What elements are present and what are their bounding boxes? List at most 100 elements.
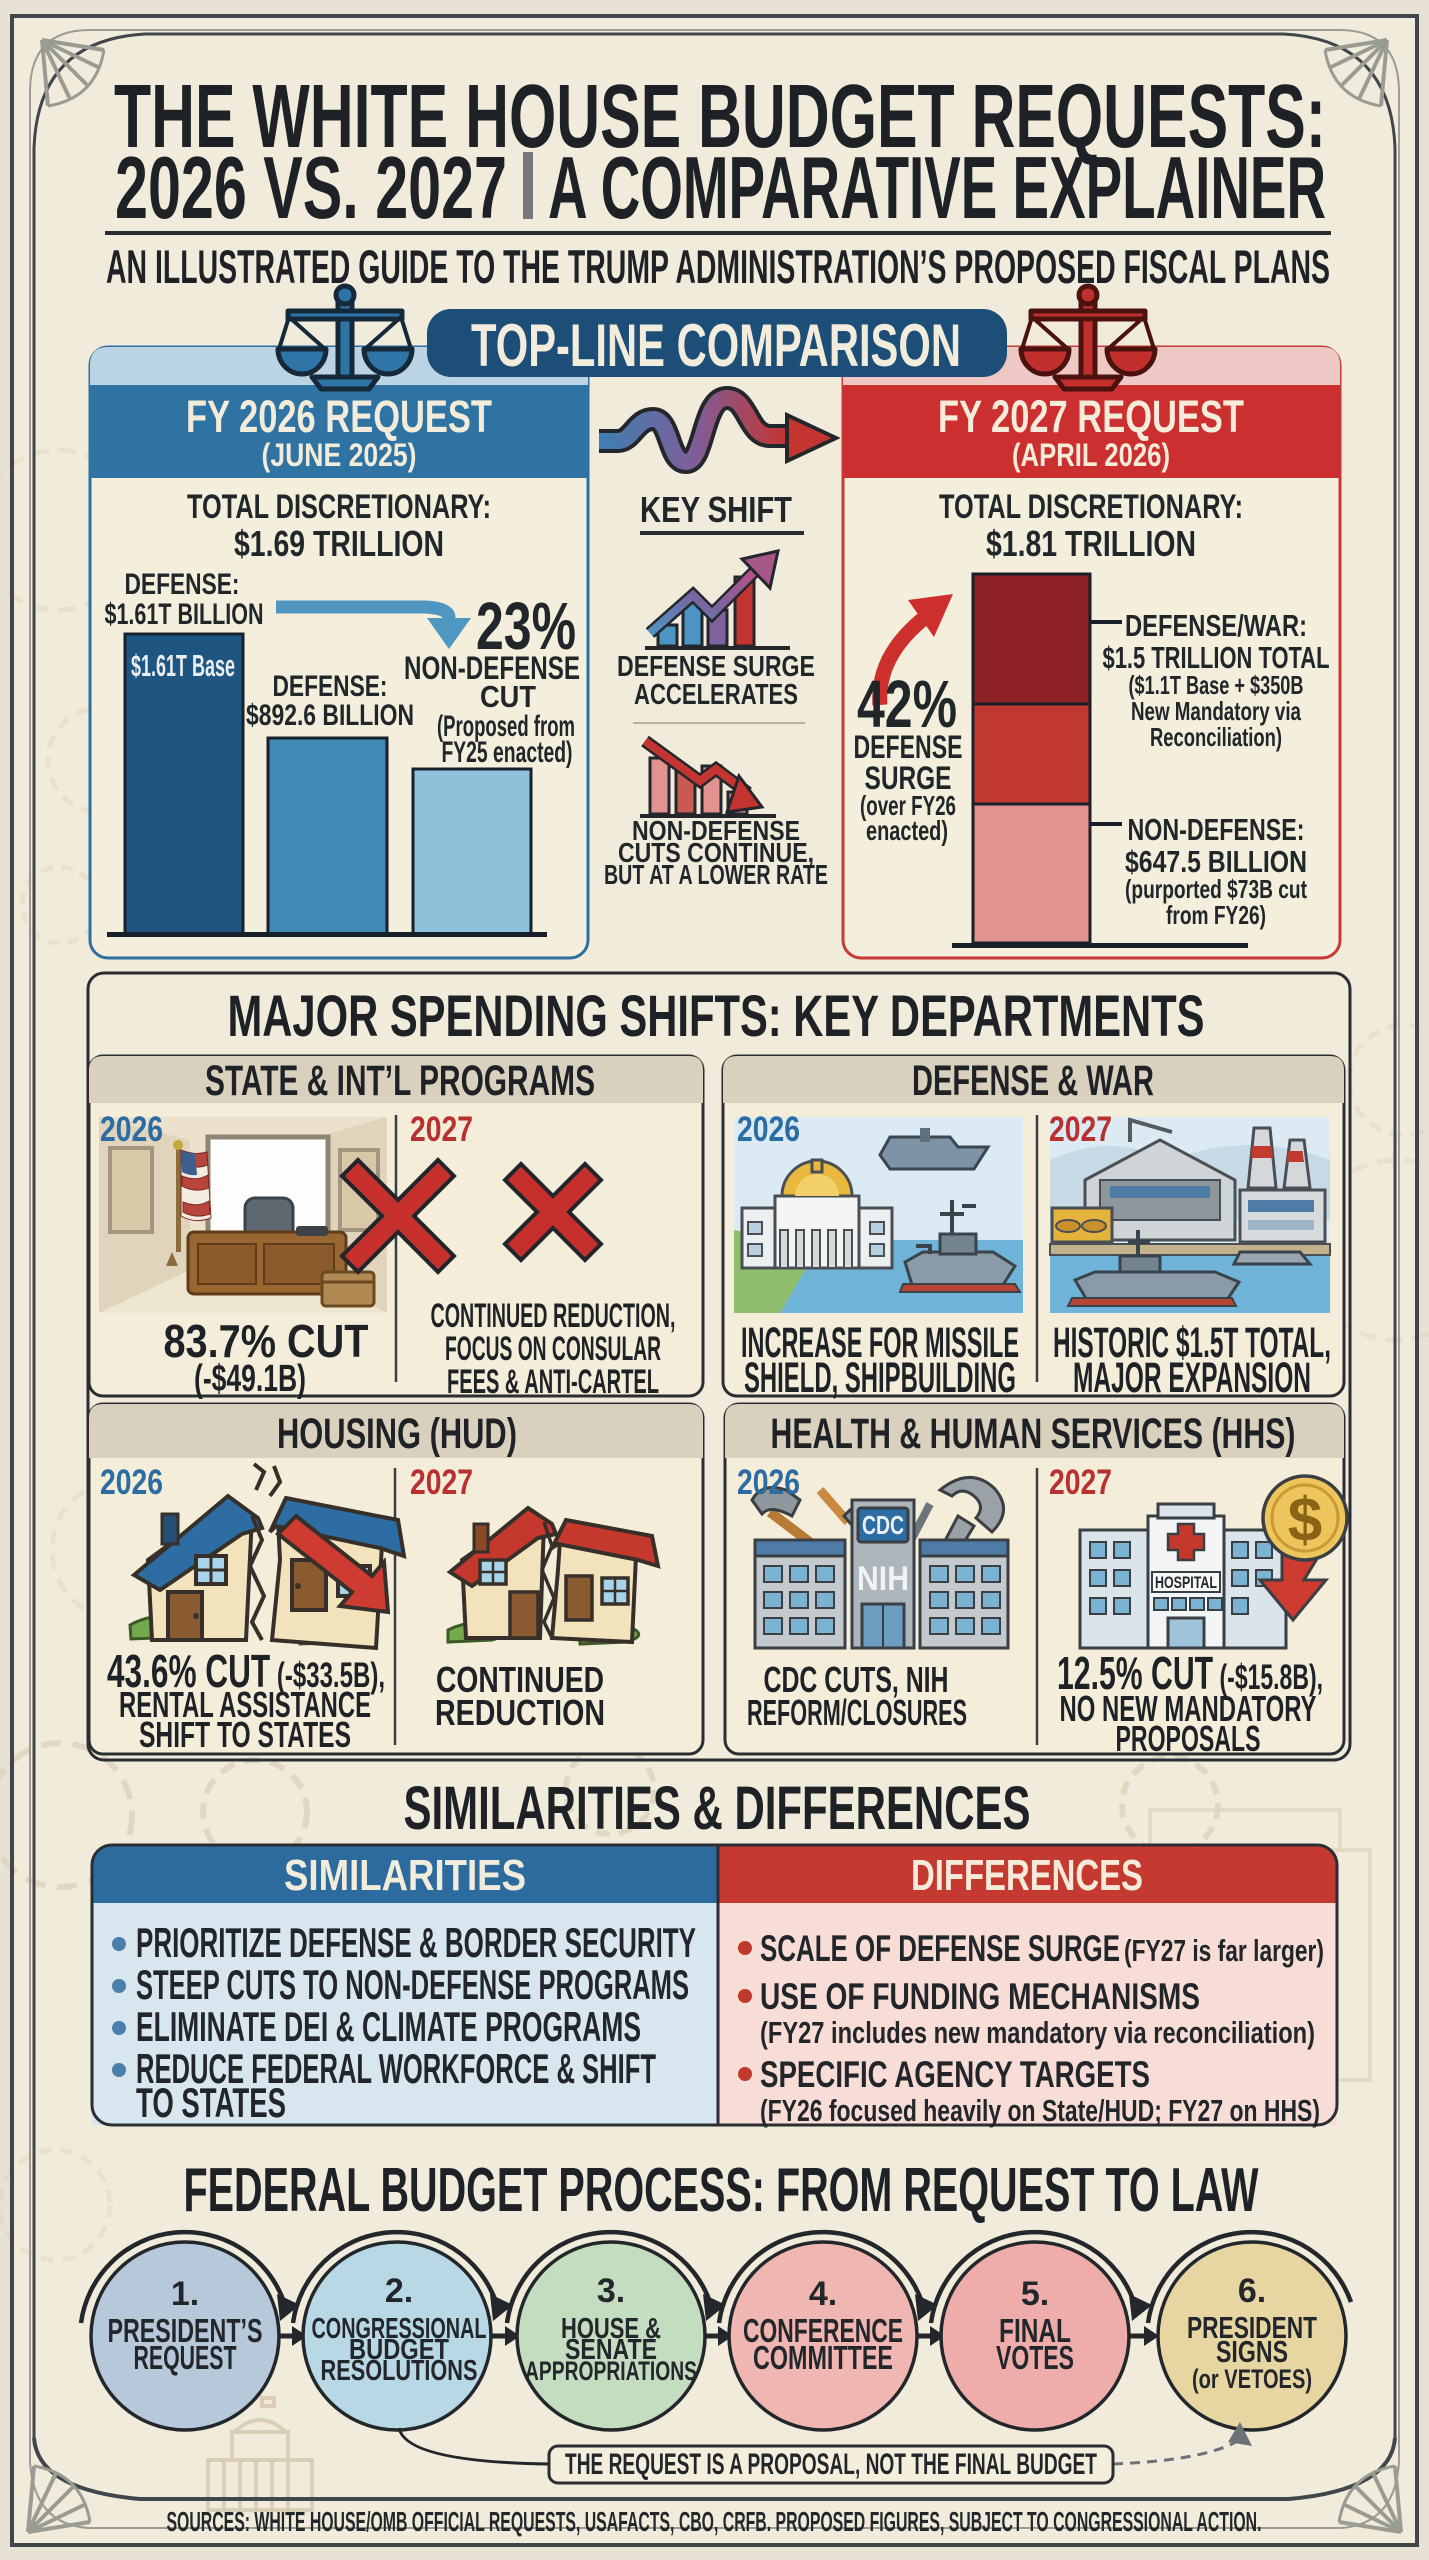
svg-text:REDUCE FEDERAL WORKFORCE & SHI: REDUCE FEDERAL WORKFORCE & SHIFT <box>136 2045 656 2092</box>
svg-text:THE WHITE HOUSE BUDGET REQUEST: THE WHITE HOUSE BUDGET REQUESTS: <box>114 67 1326 167</box>
svg-text:2027: 2027 <box>1049 1110 1112 1149</box>
svg-text:CDC CUTS, NIH: CDC CUTS, NIH <box>764 1659 949 1700</box>
svg-text:2026: 2026 <box>100 1110 163 1149</box>
svg-text:(FY27 is far larger): (FY27 is far larger) <box>1124 1933 1324 1968</box>
svg-text:23%: 23% <box>476 589 576 664</box>
svg-text:CONGRESSIONAL: CONGRESSIONAL <box>312 2313 487 2345</box>
svg-text:TOTAL DISCRETIONARY:: TOTAL DISCRETIONARY: <box>187 488 491 526</box>
svg-text:(purported $73B cut: (purported $73B cut <box>1125 874 1307 904</box>
svg-text:6.: 6. <box>1238 2272 1266 2310</box>
svg-text:$: $ <box>1288 1486 1322 1555</box>
svg-text:1.: 1. <box>171 2275 199 2313</box>
svg-text:APPROPRIATIONS: APPROPRIATIONS <box>525 2356 697 2386</box>
svg-text:$1.81 TRILLION: $1.81 TRILLION <box>986 523 1196 564</box>
svg-text:CONTINUED REDUCTION,: CONTINUED REDUCTION, <box>431 1297 676 1335</box>
svg-text:A COMPARATIVE EXPLAINER: A COMPARATIVE EXPLAINER <box>548 138 1326 237</box>
svg-text:FOCUS ON CONSULAR: FOCUS ON CONSULAR <box>445 1330 661 1368</box>
svg-text:SURGE: SURGE <box>865 760 952 796</box>
svg-text:PRIORITIZE DEFENSE & BORDER SE: PRIORITIZE DEFENSE & BORDER SECURITY <box>136 1919 696 1966</box>
svg-text:2026: 2026 <box>100 1463 163 1502</box>
svg-text:NIH: NIH <box>857 1560 909 1598</box>
svg-text:FY 2026 REQUEST: FY 2026 REQUEST <box>186 391 492 442</box>
svg-text:DEFENSE: DEFENSE <box>854 729 963 765</box>
svg-text:HEALTH & HUMAN SERVICES (HHS): HEALTH & HUMAN SERVICES (HHS) <box>771 1410 1296 1458</box>
svg-text:($1.1T Base + $350B: ($1.1T Base + $350B <box>1129 670 1304 700</box>
svg-text:DEFENSE/WAR:: DEFENSE/WAR: <box>1125 608 1307 643</box>
svg-text:BUT AT A LOWER RATE: BUT AT A LOWER RATE <box>604 859 828 890</box>
svg-text:DEFENSE SURGE: DEFENSE SURGE <box>617 651 815 683</box>
svg-text:(FY26 focused heavily on State: (FY26 focused heavily on State/HUD; FY27… <box>760 2093 1320 2128</box>
svg-text:SPECIFIC AGENCY TARGETS: SPECIFIC AGENCY TARGETS <box>760 2054 1150 2095</box>
svg-text:REDUCTION: REDUCTION <box>435 1692 605 1733</box>
svg-text:from FY26): from FY26) <box>1166 900 1266 930</box>
svg-text:ACCELERATES: ACCELERATES <box>634 679 798 711</box>
svg-text:enacted): enacted) <box>866 815 948 846</box>
svg-text:STEEP CUTS TO NON-DEFENSE PROG: STEEP CUTS TO NON-DEFENSE PROGRAMS <box>136 1961 689 2008</box>
svg-text:$647.5 BILLION: $647.5 BILLION <box>1125 844 1307 879</box>
svg-text:TOP-LINE COMPARISON: TOP-LINE COMPARISON <box>471 312 961 379</box>
svg-text:2026 VS. 2027: 2026 VS. 2027 <box>115 138 507 237</box>
svg-text:HISTORIC $1.5T TOTAL,: HISTORIC $1.5T TOTAL, <box>1053 1319 1331 1367</box>
svg-text:5.: 5. <box>1021 2275 1049 2313</box>
svg-text:BUDGET: BUDGET <box>349 2334 449 2366</box>
svg-text:TOTAL DISCRETIONARY:: TOTAL DISCRETIONARY: <box>939 488 1243 526</box>
svg-text:FY25 enacted): FY25 enacted) <box>442 736 573 769</box>
svg-text:HOUSE &: HOUSE & <box>561 2313 661 2345</box>
svg-text:(FY27 includes new mandatory v: (FY27 includes new mandatory via reconci… <box>760 2015 1315 2050</box>
svg-text:PRESIDENT: PRESIDENT <box>1187 2310 1317 2345</box>
svg-text:FINAL: FINAL <box>999 2312 1071 2349</box>
svg-text:STATE & INT’L PROGRAMS: STATE & INT’L PROGRAMS <box>205 1057 595 1105</box>
svg-text:DEFENSE:: DEFENSE: <box>125 568 240 601</box>
svg-text:Reconciliation): Reconciliation) <box>1150 722 1282 752</box>
svg-text:AN ILLUSTRATED GUIDE TO THE TR: AN ILLUSTRATED GUIDE TO THE TRUMP ADMINI… <box>106 240 1330 293</box>
svg-text:SIMILARITIES: SIMILARITIES <box>284 1851 526 1900</box>
svg-text:$1.5 TRILLION TOTAL: $1.5 TRILLION TOTAL <box>1103 640 1330 675</box>
svg-text:83.7% CUT: 83.7% CUT <box>164 1315 369 1367</box>
svg-text:USE OF FUNDING MECHANISMS: USE OF FUNDING MECHANISMS <box>760 1976 1200 2017</box>
svg-text:SHIELD, SHIPBUILDING: SHIELD, SHIPBUILDING <box>744 1354 1016 1402</box>
svg-text:PROPOSALS: PROPOSALS <box>1116 1718 1261 1759</box>
svg-text:CONFERENCE: CONFERENCE <box>743 2312 903 2349</box>
svg-text:CUT: CUT <box>480 679 536 714</box>
svg-text:THE REQUEST IS A PROPOSAL, NOT: THE REQUEST IS A PROPOSAL, NOT THE FINAL… <box>565 2448 1097 2481</box>
svg-text:(APRIL 2026): (APRIL 2026) <box>1012 437 1170 473</box>
svg-text:2026: 2026 <box>737 1110 800 1149</box>
svg-text:SENATE: SENATE <box>565 2334 657 2366</box>
svg-text:New Mandatory via: New Mandatory via <box>1131 696 1301 726</box>
svg-text:SHIFT TO STATES: SHIFT TO STATES <box>139 1714 351 1755</box>
svg-text:2027: 2027 <box>410 1463 473 1502</box>
svg-text:2027: 2027 <box>1049 1463 1112 1502</box>
svg-text:TO STATES: TO STATES <box>136 2079 286 2126</box>
svg-text:NON-DEFENSE: NON-DEFENSE <box>632 815 800 846</box>
svg-text:RENTAL ASSISTANCE: RENTAL ASSISTANCE <box>119 1684 371 1725</box>
svg-text:(over FY26: (over FY26 <box>860 790 956 821</box>
svg-text:SIMILARITIES & DIFFERENCES: SIMILARITIES & DIFFERENCES <box>404 1774 1031 1842</box>
svg-text:KEY SHIFT: KEY SHIFT <box>640 489 792 530</box>
svg-text:(-$49.1B): (-$49.1B) <box>194 1358 306 1400</box>
svg-text:FY 2027 REQUEST: FY 2027 REQUEST <box>938 391 1244 442</box>
svg-text:SCALE OF DEFENSE SURGE: SCALE OF DEFENSE SURGE <box>760 1928 1120 1969</box>
svg-text:CUTS CONTINUE,: CUTS CONTINUE, <box>618 837 814 868</box>
svg-text:FEDERAL BUDGET PROCESS: FROM R: FEDERAL BUDGET PROCESS: FROM REQUEST TO … <box>184 2156 1259 2225</box>
svg-text:2.: 2. <box>385 2272 413 2310</box>
svg-text:$892.6 BILLION: $892.6 BILLION <box>246 699 414 732</box>
svg-text:CONTINUED: CONTINUED <box>436 1659 604 1700</box>
svg-text:HOUSING (HUD): HOUSING (HUD) <box>277 1410 517 1458</box>
svg-text:SIGNS: SIGNS <box>1216 2334 1288 2369</box>
svg-text:CDC: CDC <box>862 1510 904 1540</box>
svg-text:$1.61T BILLION: $1.61T BILLION <box>105 598 264 631</box>
svg-text:DEFENSE & WAR: DEFENSE & WAR <box>912 1057 1154 1105</box>
svg-text:MAJOR EXPANSION: MAJOR EXPANSION <box>1073 1354 1311 1402</box>
svg-text:VOTES: VOTES <box>996 2339 1074 2376</box>
svg-text:COMMITTEE: COMMITTEE <box>753 2339 893 2376</box>
svg-text:2026: 2026 <box>737 1463 800 1502</box>
svg-text:12.5% CUT (-$15.8B),: 12.5% CUT (-$15.8B), <box>1057 1647 1323 1699</box>
svg-text:2027: 2027 <box>410 1110 473 1149</box>
svg-text:DIFFERENCES: DIFFERENCES <box>911 1851 1143 1900</box>
svg-text:INCREASE FOR MISSILE: INCREASE FOR MISSILE <box>741 1319 1019 1367</box>
svg-text:REQUEST: REQUEST <box>134 2339 237 2376</box>
svg-text:DEFENSE:: DEFENSE: <box>273 670 388 703</box>
svg-text:PRESIDENT’S: PRESIDENT’S <box>108 2312 263 2349</box>
svg-text:NON-DEFENSE: NON-DEFENSE <box>404 650 580 686</box>
svg-text:REFORM/CLOSURES: REFORM/CLOSURES <box>747 1692 967 1733</box>
